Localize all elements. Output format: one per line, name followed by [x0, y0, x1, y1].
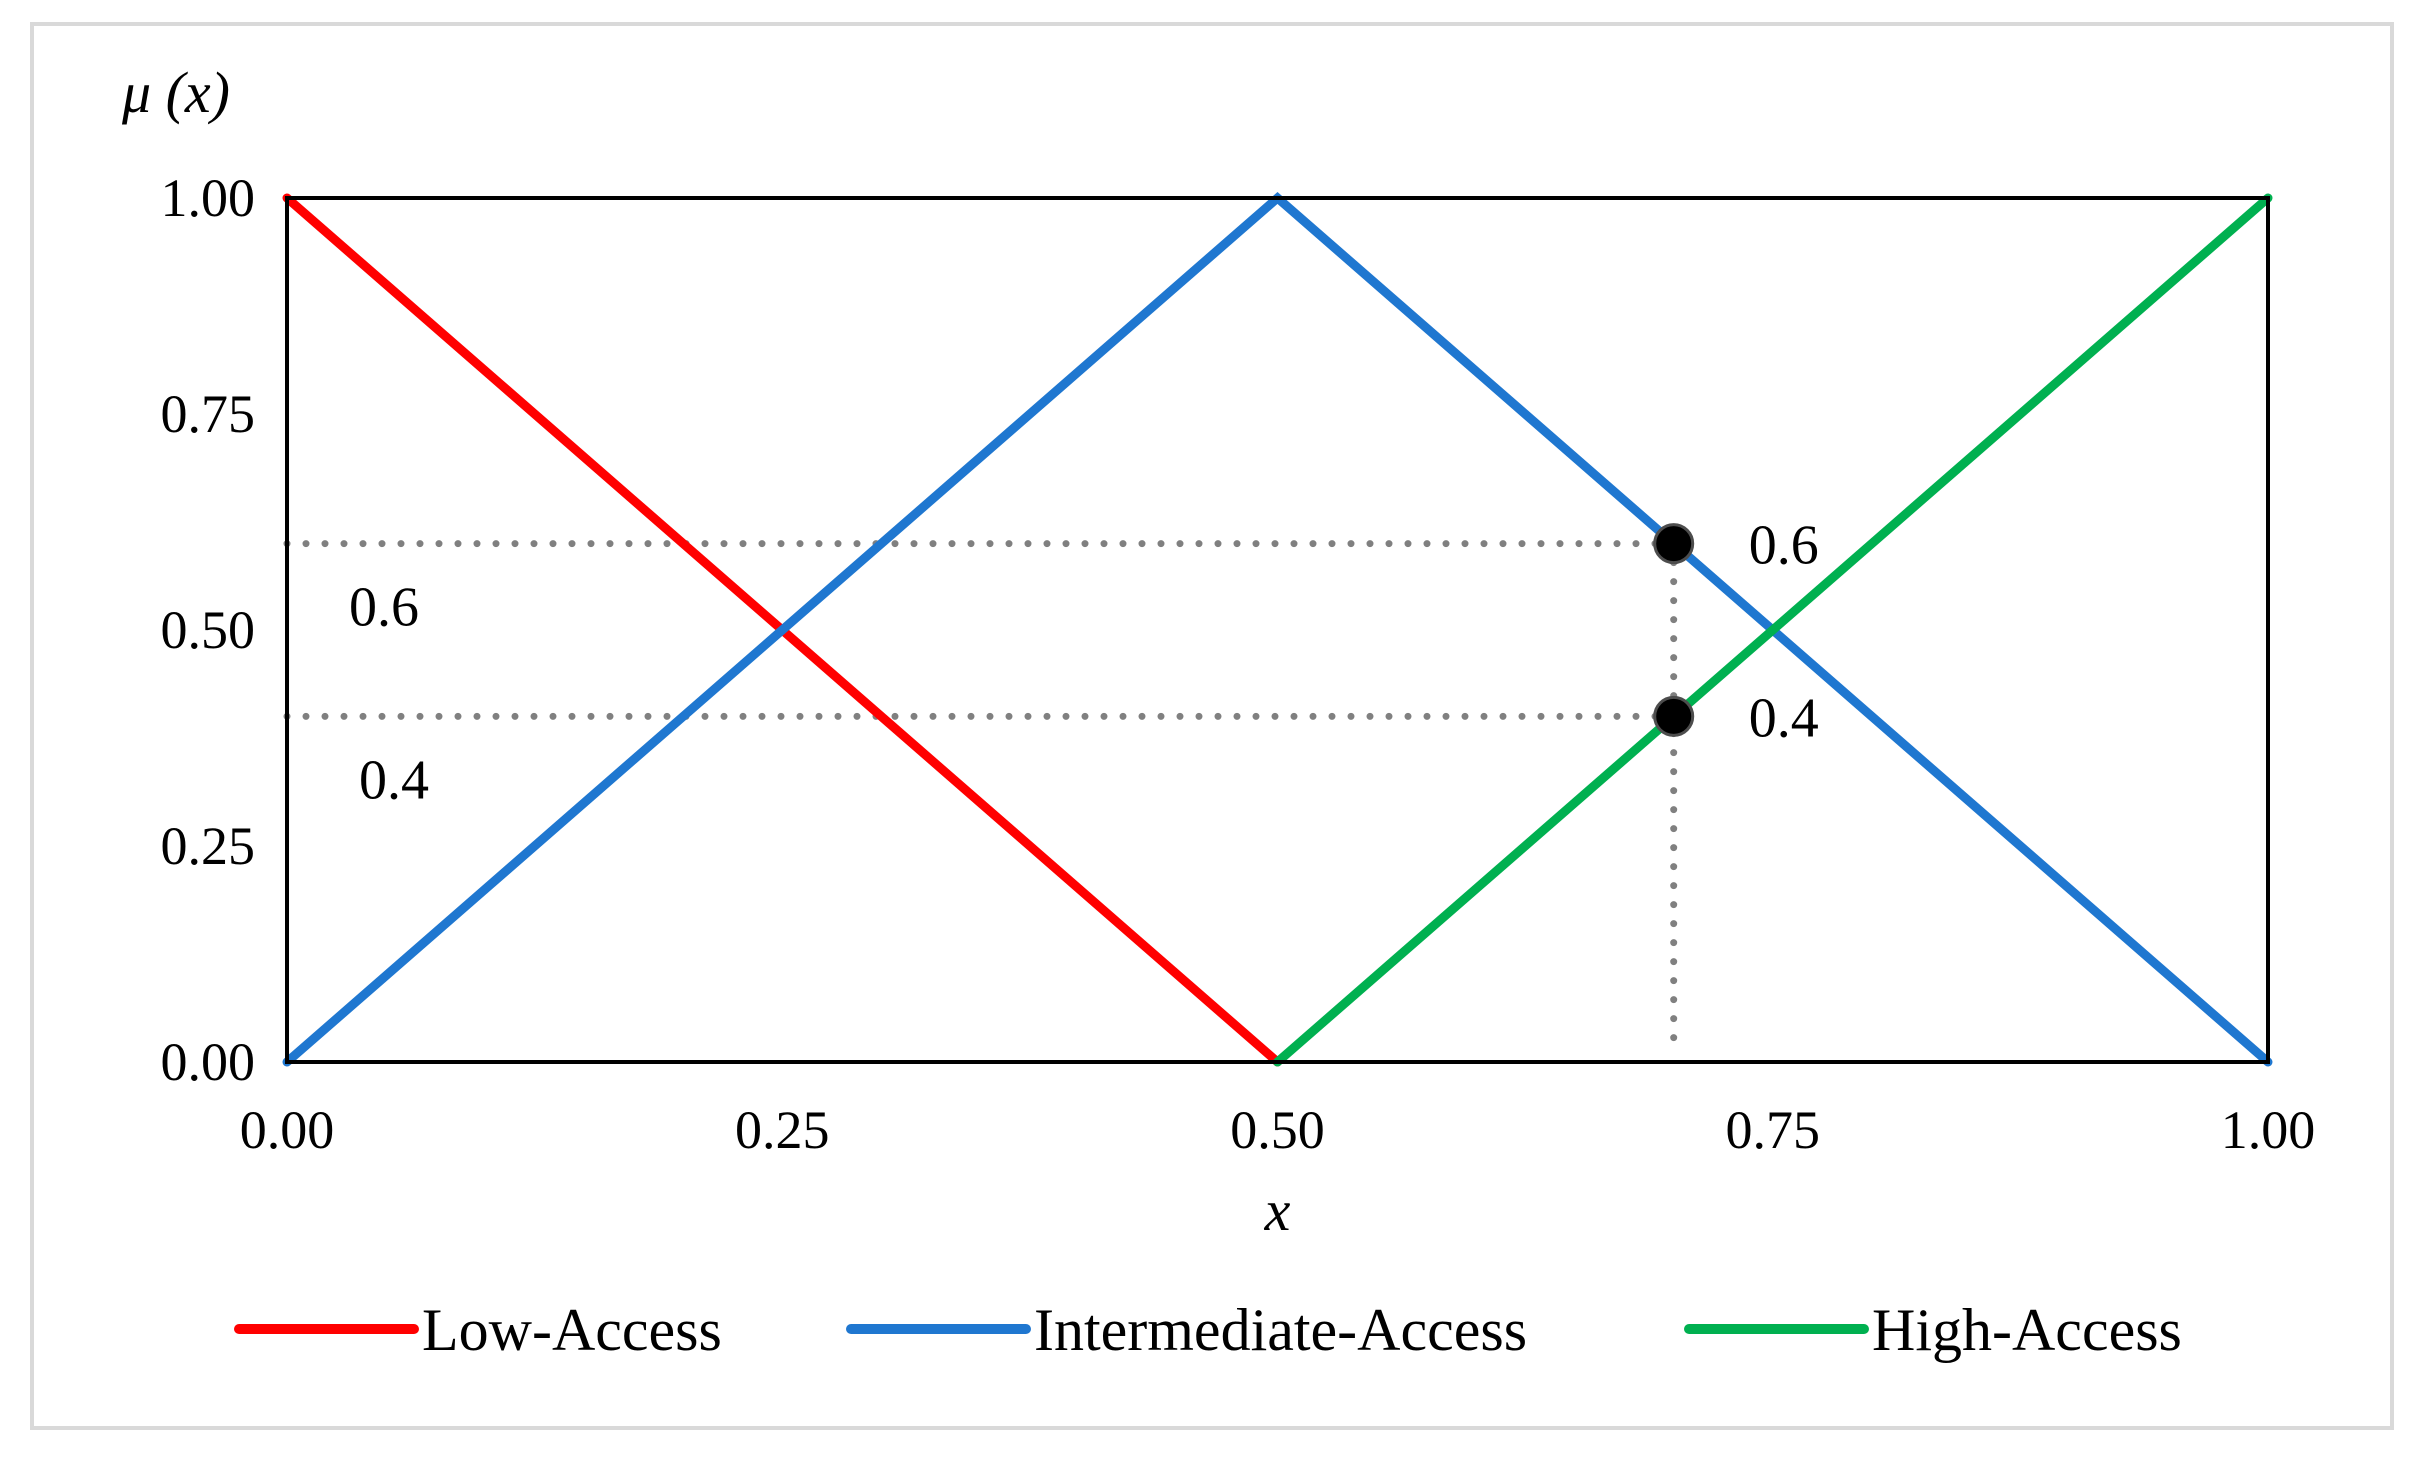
membership-function-chart: 0.6 0.4 μ (x) x 0.6 0.4 0.00 0.25 0.50 0.75 1.0… — [121, 60, 2315, 1363]
y-tick-label-3: 0.75 — [161, 384, 256, 444]
data-point-0 — [1653, 523, 1695, 565]
axis-annotation-label-0: 0.6 — [349, 577, 419, 639]
point-value-label-0: 0.6 — [1749, 515, 1819, 577]
y-tick-label-1: 0.25 — [161, 816, 256, 876]
points-layer: 0.6 0.4 — [1653, 515, 1819, 749]
x-tick-label-2: 0.50 — [1230, 1100, 1325, 1160]
y-tick-label-4: 1.00 — [161, 168, 256, 228]
y-axis-title: μ (x) — [121, 60, 230, 125]
legend-label-high-access: High-Access — [1872, 1297, 2182, 1363]
axis-annotation-label-1: 0.4 — [359, 749, 429, 811]
chart-frame: 0.6 0.4 μ (x) x 0.6 0.4 0.00 0.25 0.50 0.75 1.0… — [30, 22, 2394, 1430]
x-tick-label-4: 1.00 — [2221, 1100, 2316, 1160]
y-tick-label-2: 0.50 — [161, 600, 256, 660]
legend-label-intermediate-access: Intermediate-Access — [1034, 1297, 1527, 1363]
x-tick-label-1: 0.25 — [735, 1100, 830, 1160]
series-line-intermediate-access — [282, 192, 2273, 1067]
point-value-label-1: 0.4 — [1749, 687, 1819, 749]
reference-lines-layer — [283, 540, 1678, 1046]
series-line-high-access — [1273, 193, 2273, 1067]
series-layer — [282, 192, 2273, 1067]
data-point-1 — [1653, 695, 1695, 737]
x-tick-label-3: 0.75 — [1726, 1100, 1821, 1160]
text-layer: μ (x) x 0.6 0.4 0.00 0.25 0.50 0.75 1.00 0.00 0.… — [121, 60, 2315, 1243]
plot-area-border — [285, 196, 2270, 1064]
y-tick-label-0: 0.00 — [161, 1032, 256, 1092]
x-tick-label-0: 0.00 — [240, 1100, 335, 1160]
legend-label-low-access: Low-Access — [422, 1297, 722, 1363]
x-axis-title: x — [1264, 1178, 1291, 1243]
legend: Low-Access Intermediate-Access High-Access — [234, 1297, 2182, 1363]
